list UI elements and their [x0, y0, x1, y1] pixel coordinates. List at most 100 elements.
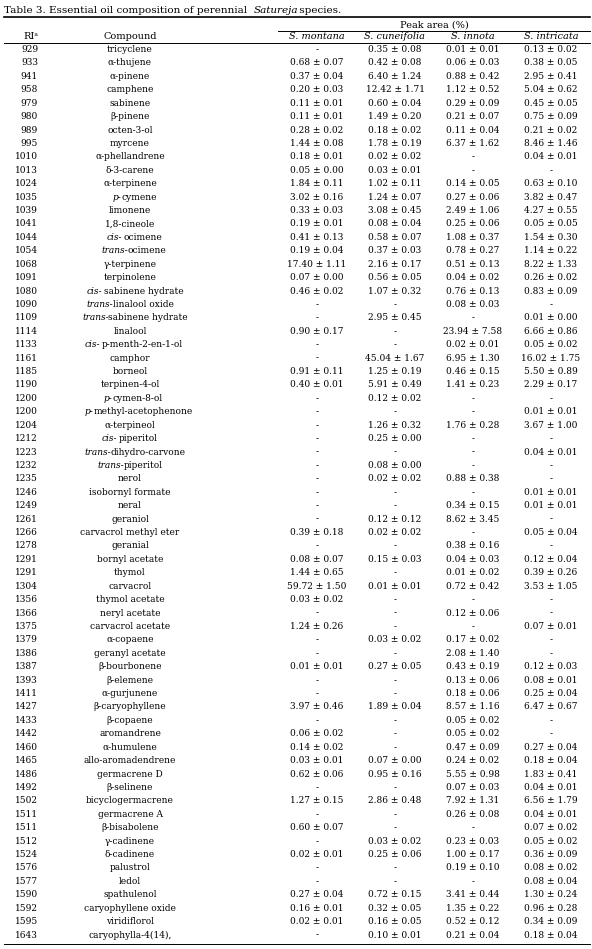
- Text: 0.06 ± 0.03: 0.06 ± 0.03: [446, 59, 500, 67]
- Text: cis-: cis-: [85, 340, 100, 349]
- Text: -: -: [394, 649, 397, 658]
- Text: 0.01 ± 0.01: 0.01 ± 0.01: [446, 45, 500, 54]
- Text: 6.37 ± 1.62: 6.37 ± 1.62: [446, 139, 500, 148]
- Text: spathulenol: spathulenol: [103, 890, 157, 900]
- Text: 1.35 ± 0.22: 1.35 ± 0.22: [446, 903, 500, 913]
- Text: -: -: [316, 864, 318, 872]
- Text: 0.27 ± 0.04: 0.27 ± 0.04: [290, 890, 344, 900]
- Text: -: -: [471, 877, 475, 886]
- Text: 6.66 ± 0.86: 6.66 ± 0.86: [525, 326, 578, 336]
- Text: 0.02 ± 0.01: 0.02 ± 0.01: [290, 917, 344, 926]
- Text: 1592: 1592: [15, 903, 38, 913]
- Text: 1.84 ± 0.11: 1.84 ± 0.11: [290, 179, 344, 188]
- Text: 1.08 ± 0.37: 1.08 ± 0.37: [446, 233, 500, 242]
- Text: 1511: 1511: [15, 809, 38, 819]
- Text: 1386: 1386: [15, 649, 38, 658]
- Text: -: -: [471, 595, 475, 605]
- Text: 0.17 ± 0.02: 0.17 ± 0.02: [446, 636, 500, 644]
- Text: 0.05 ± 0.00: 0.05 ± 0.00: [290, 166, 344, 175]
- Text: 1502: 1502: [15, 796, 38, 806]
- Text: 1.07 ± 0.32: 1.07 ± 0.32: [368, 287, 422, 295]
- Text: -: -: [394, 608, 397, 618]
- Text: -: -: [316, 837, 318, 846]
- Text: -: -: [316, 434, 318, 443]
- Text: 1054: 1054: [15, 247, 38, 255]
- Text: 1044: 1044: [15, 233, 38, 242]
- Text: 0.39 ± 0.18: 0.39 ± 0.18: [290, 528, 344, 537]
- Text: 0.60 ± 0.07: 0.60 ± 0.07: [290, 823, 344, 832]
- Text: -: -: [316, 783, 318, 792]
- Text: 0.04 ± 0.01: 0.04 ± 0.01: [525, 783, 578, 792]
- Text: 3.08 ± 0.45: 3.08 ± 0.45: [368, 206, 422, 215]
- Text: 0.05 ± 0.05: 0.05 ± 0.05: [524, 219, 578, 229]
- Text: 2.16 ± 0.17: 2.16 ± 0.17: [368, 260, 422, 269]
- Text: 0.15 ± 0.03: 0.15 ± 0.03: [368, 555, 422, 564]
- Text: 979: 979: [21, 99, 38, 107]
- Text: 0.58 ± 0.07: 0.58 ± 0.07: [368, 233, 422, 242]
- Text: 1068: 1068: [15, 260, 38, 269]
- Text: -: -: [316, 689, 318, 698]
- Text: borneol: borneol: [112, 367, 147, 376]
- Text: 0.29 ± 0.09: 0.29 ± 0.09: [446, 99, 500, 107]
- Text: 1.49 ± 0.20: 1.49 ± 0.20: [368, 112, 422, 121]
- Text: -: -: [316, 394, 318, 403]
- Text: p-: p-: [85, 407, 94, 417]
- Text: 0.08 ± 0.02: 0.08 ± 0.02: [525, 864, 578, 872]
- Text: -: -: [316, 931, 318, 940]
- Text: 1512: 1512: [15, 837, 38, 846]
- Text: 0.27 ± 0.05: 0.27 ± 0.05: [368, 662, 422, 671]
- Text: p-: p-: [112, 193, 121, 201]
- Text: -: -: [471, 528, 475, 537]
- Text: 0.25 ± 0.06: 0.25 ± 0.06: [446, 219, 500, 229]
- Text: 2.95 ± 0.41: 2.95 ± 0.41: [525, 72, 578, 81]
- Text: 989: 989: [21, 125, 38, 135]
- Text: 0.24 ± 0.02: 0.24 ± 0.02: [446, 756, 500, 765]
- Text: 59.72 ± 1.50: 59.72 ± 1.50: [287, 582, 347, 590]
- Text: 0.05 ± 0.02: 0.05 ± 0.02: [525, 340, 578, 349]
- Text: S. intricata: S. intricata: [524, 32, 578, 41]
- Text: α-gurjunene: α-gurjunene: [102, 689, 158, 698]
- Text: 1379: 1379: [15, 636, 38, 644]
- Text: 0.46 ± 0.02: 0.46 ± 0.02: [290, 287, 344, 295]
- Text: 1.44 ± 0.08: 1.44 ± 0.08: [290, 139, 344, 148]
- Text: 0.19 ± 0.01: 0.19 ± 0.01: [290, 219, 344, 229]
- Text: 1185: 1185: [15, 367, 38, 376]
- Text: 0.05 ± 0.02: 0.05 ± 0.02: [446, 730, 500, 738]
- Text: 1.14 ± 0.22: 1.14 ± 0.22: [525, 247, 578, 255]
- Text: 0.05 ± 0.02: 0.05 ± 0.02: [525, 837, 578, 846]
- Text: 1511: 1511: [15, 823, 38, 832]
- Text: 0.07 ± 0.00: 0.07 ± 0.00: [368, 756, 422, 765]
- Text: 0.72 ± 0.15: 0.72 ± 0.15: [368, 890, 422, 900]
- Text: 0.32 ± 0.05: 0.32 ± 0.05: [368, 903, 422, 913]
- Text: -: -: [549, 608, 552, 618]
- Text: 3.82 ± 0.47: 3.82 ± 0.47: [525, 193, 578, 201]
- Text: 2.95 ± 0.45: 2.95 ± 0.45: [368, 313, 422, 323]
- Text: -: -: [394, 809, 397, 819]
- Text: 0.03 ± 0.01: 0.03 ± 0.01: [290, 756, 344, 765]
- Text: -: -: [549, 474, 552, 483]
- Text: 0.02 ± 0.02: 0.02 ± 0.02: [368, 153, 422, 161]
- Text: -: -: [549, 542, 552, 550]
- Text: 0.08 ± 0.04: 0.08 ± 0.04: [368, 219, 422, 229]
- Text: 0.19 ± 0.10: 0.19 ± 0.10: [446, 864, 500, 872]
- Text: -: -: [316, 461, 318, 470]
- Text: 0.07 ± 0.03: 0.07 ± 0.03: [446, 783, 500, 792]
- Text: -: -: [394, 743, 397, 752]
- Text: 0.95 ± 0.16: 0.95 ± 0.16: [368, 770, 422, 778]
- Text: sabinene hydrate: sabinene hydrate: [108, 313, 188, 323]
- Text: -: -: [394, 340, 397, 349]
- Text: geraniol: geraniol: [111, 514, 149, 524]
- Text: terpinolene: terpinolene: [104, 273, 156, 282]
- Text: 6.40 ± 1.24: 6.40 ± 1.24: [368, 72, 422, 81]
- Text: p-: p-: [104, 394, 112, 403]
- Text: -: -: [394, 300, 397, 309]
- Text: aromandrene: aromandrene: [99, 730, 161, 738]
- Text: 0.02 ± 0.01: 0.02 ± 0.01: [290, 850, 344, 859]
- Text: Compound: Compound: [103, 32, 157, 41]
- Text: 1.24 ± 0.07: 1.24 ± 0.07: [368, 193, 422, 201]
- Text: 1.24 ± 0.26: 1.24 ± 0.26: [290, 622, 343, 631]
- Text: -: -: [394, 448, 397, 456]
- Text: -: -: [394, 783, 397, 792]
- Text: -: -: [471, 622, 475, 631]
- Text: 1090: 1090: [15, 300, 38, 309]
